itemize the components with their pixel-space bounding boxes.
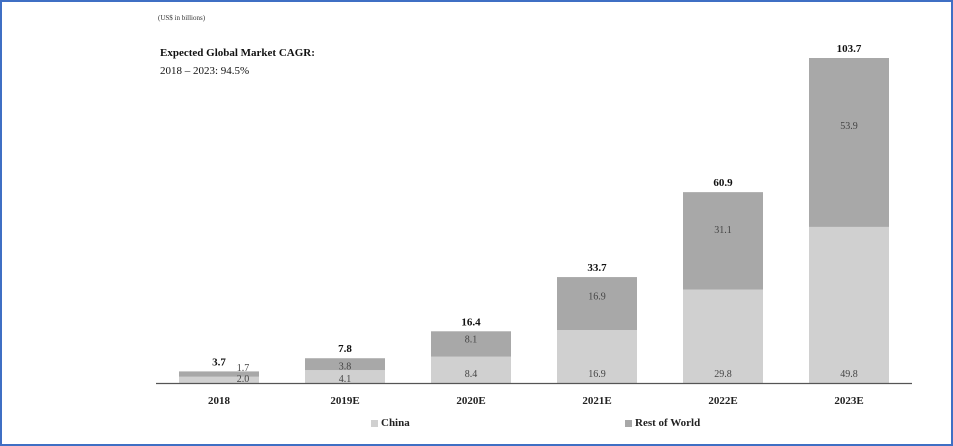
data-label-china-2018: 2.0	[237, 374, 250, 385]
bar-rest-of-world-2022E	[683, 192, 763, 290]
bar-china-2020E	[431, 356, 511, 383]
x-tick-label-2018: 2018	[208, 395, 231, 407]
bar-china-2018	[179, 376, 259, 383]
bar-rest-of-world-2023E	[809, 58, 889, 227]
bar-china-2022E	[683, 289, 763, 383]
x-tick-label-2022E: 2022E	[708, 395, 737, 407]
bar-rest-of-world-2018	[179, 371, 259, 377]
data-label-china-2021E: 16.9	[588, 369, 606, 380]
data-label-china-2022E: 29.8	[714, 369, 732, 380]
cagr-subtitle: 2018 – 2023: 94.5%	[160, 65, 250, 77]
legend-label-china: China	[381, 417, 410, 429]
bar-china-2019E	[305, 370, 385, 383]
x-tick-label-2019E: 2019E	[330, 395, 359, 407]
legend-swatch-china	[371, 419, 378, 427]
bar-rest-of-world-2020E	[431, 331, 511, 357]
data-label-rest-of-world-2020E: 8.1	[465, 334, 478, 345]
total-label-2020E: 16.4	[461, 316, 481, 328]
total-label-2019E: 7.8	[338, 343, 352, 355]
legend-swatch-rest-of-world	[625, 419, 632, 427]
x-tick-label-2021E: 2021E	[582, 395, 611, 407]
legend-item-china: China	[371, 417, 410, 429]
bar-china-2021E	[557, 330, 637, 383]
bar-rest-of-world-2019E	[305, 358, 385, 371]
total-label-2022E: 60.9	[713, 177, 733, 189]
data-label-rest-of-world-2019E: 3.8	[339, 362, 352, 373]
cagr-title: Expected Global Market CAGR:	[160, 47, 315, 59]
unit-note: (US$ in billions)	[158, 14, 206, 22]
data-label-rest-of-world-2023E: 53.9	[840, 121, 858, 132]
legend-label-rest-of-world: Rest of World	[635, 417, 701, 429]
data-label-rest-of-world-2021E: 16.9	[588, 291, 606, 302]
bar-rest-of-world-2021E	[557, 277, 637, 331]
x-tick-label-2020E: 2020E	[456, 395, 485, 407]
data-label-china-2023E: 49.8	[840, 369, 858, 380]
legend-item-rest-of-world: Rest of World	[625, 417, 700, 429]
data-label-rest-of-world-2022E: 31.1	[714, 225, 732, 236]
data-label-china-2020E: 8.4	[465, 369, 478, 380]
bar-china-2023E	[809, 226, 889, 383]
total-label-2023E: 103.7	[837, 43, 862, 55]
total-label-2021E: 33.7	[587, 262, 607, 274]
total-label-2018: 3.7	[212, 356, 226, 368]
data-label-rest-of-world-2018: 1.7	[237, 363, 250, 374]
x-tick-label-2023E: 2023E	[834, 395, 863, 407]
data-label-china-2019E: 4.1	[339, 374, 352, 385]
